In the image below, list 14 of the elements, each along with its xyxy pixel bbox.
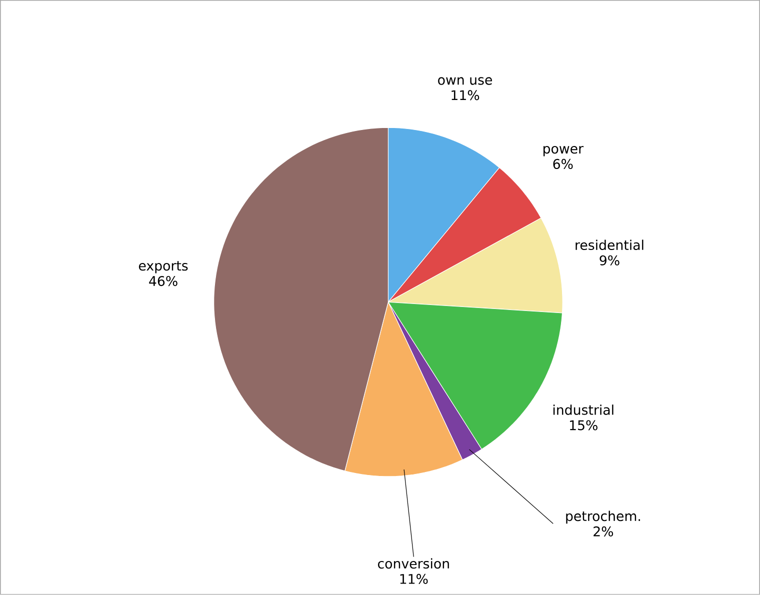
slice-label: residential — [576, 240, 644, 250]
data-label: 9% — [600, 255, 620, 266]
data-label: 15% — [570, 420, 598, 430]
data-label: 46% — [149, 276, 178, 286]
slice-label: conversion — [378, 558, 449, 569]
slice-label: exports — [138, 261, 188, 274]
data-label: 6% — [553, 159, 573, 170]
data-label: 11% — [452, 90, 480, 100]
data-label: 11% — [400, 574, 428, 584]
slice-label: own use — [438, 77, 492, 85]
slice-label: power — [544, 146, 584, 156]
slice-label: industrial — [553, 404, 614, 415]
data-label: 2% — [594, 526, 614, 537]
slice-label: petrochem. — [566, 510, 640, 524]
